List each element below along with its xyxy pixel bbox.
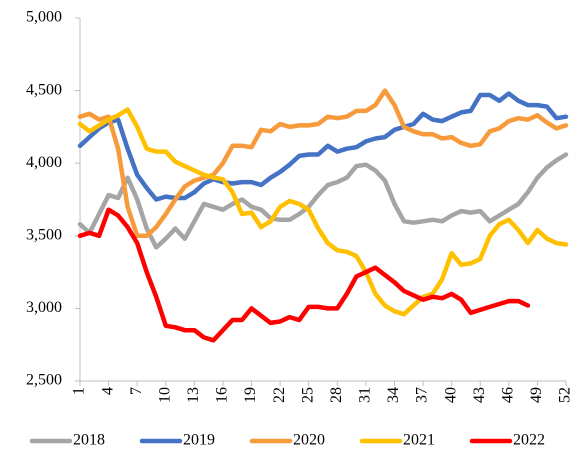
x-tick-label: 16	[214, 387, 231, 403]
x-tick-label: 52	[557, 387, 574, 403]
x-tick-label: 7	[128, 387, 145, 395]
series-line	[77, 152, 569, 250]
series-line	[77, 88, 569, 239]
legend-label: 2018	[73, 432, 105, 449]
x-tick-label: 40	[442, 387, 459, 403]
x-tick-label: 25	[299, 387, 316, 403]
series-line	[77, 207, 531, 343]
series-line	[77, 91, 569, 202]
x-tick-label: 34	[385, 387, 402, 403]
x-tick-label: 22	[271, 387, 288, 403]
x-tick-label: 28	[328, 387, 345, 403]
legend-label: 2020	[293, 432, 325, 449]
y-tick-label: 4,500	[26, 81, 62, 98]
x-tick-label: 4	[99, 387, 116, 395]
legend-label: 2019	[183, 432, 215, 449]
y-tick-label: 3,500	[26, 226, 62, 243]
series-line	[77, 107, 569, 317]
legend-label: 2021	[403, 432, 435, 449]
x-tick-label: 49	[528, 387, 545, 403]
x-tick-label: 46	[499, 387, 516, 403]
x-tick-label: 10	[156, 387, 173, 403]
x-tick-label: 1	[71, 387, 88, 395]
x-tick-label: 19	[242, 387, 259, 403]
x-tick-label: 37	[414, 387, 431, 403]
y-tick-label: 3,000	[26, 299, 62, 316]
y-tick-label: 4,000	[26, 154, 62, 171]
y-tick-label: 2,500	[26, 372, 62, 389]
x-tick-label: 43	[471, 387, 488, 403]
legend-label: 2022	[513, 432, 545, 449]
x-tick-label: 13	[185, 387, 202, 403]
x-tick-label: 31	[357, 387, 374, 403]
y-tick-label: 5,000	[26, 9, 62, 26]
